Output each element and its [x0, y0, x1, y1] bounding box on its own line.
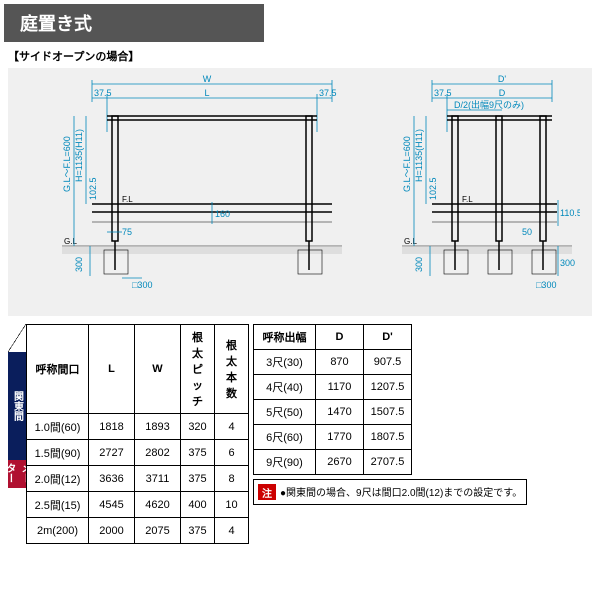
- svg-text:75: 75: [122, 227, 132, 237]
- subtitle: 【サイドオープンの場合】: [8, 48, 600, 64]
- svg-text:300: 300: [74, 257, 84, 272]
- side-label-header: [8, 324, 26, 352]
- svg-text:50: 50: [522, 227, 532, 237]
- td: 1770: [316, 425, 364, 450]
- td: 4620: [135, 492, 181, 518]
- td: 2.5間(15): [27, 492, 89, 518]
- svg-text:G.L～F.L=600: G.L～F.L=600: [402, 136, 412, 192]
- svg-text:160: 160: [215, 209, 230, 219]
- svg-text:G.L: G.L: [404, 237, 417, 246]
- td: 3636: [89, 466, 135, 492]
- side-label-kanto: 関東間: [8, 352, 26, 460]
- td: 320: [181, 414, 215, 440]
- td: 2707.5: [364, 450, 412, 475]
- note-box: 注 ●関東間の場合、9尺は間口2.0間(12)までの設定です。: [253, 479, 527, 505]
- td: 6尺(60): [254, 425, 316, 450]
- td: 3711: [135, 466, 181, 492]
- td: 1207.5: [364, 375, 412, 400]
- td: 5尺(50): [254, 400, 316, 425]
- svg-text:110.5: 110.5: [560, 208, 580, 218]
- td: 375: [181, 466, 215, 492]
- td: 10: [215, 492, 249, 518]
- svg-text:D: D: [499, 88, 506, 98]
- td: 2000: [89, 518, 135, 544]
- td: 1807.5: [364, 425, 412, 450]
- svg-text:□300: □300: [132, 280, 152, 290]
- svg-text:102.5: 102.5: [88, 177, 98, 200]
- td: 2670: [316, 450, 364, 475]
- td: 1.5間(90): [27, 440, 89, 466]
- svg-text:G.L～F.L=600: G.L～F.L=600: [62, 136, 72, 192]
- td: 6: [215, 440, 249, 466]
- svg-text:37.5: 37.5: [319, 88, 337, 98]
- td: 2m(200): [27, 518, 89, 544]
- svg-text:300: 300: [414, 257, 424, 272]
- svg-text:G.L: G.L: [64, 237, 77, 246]
- td: 1.0間(60): [27, 414, 89, 440]
- table-dimensions-depth: 呼称出幅 D D' 3尺(30)870907.5 4尺(40)11701207.5…: [253, 324, 412, 475]
- td: 400: [181, 492, 215, 518]
- th: W: [135, 325, 181, 414]
- td: 1170: [316, 375, 364, 400]
- th: 根太 本数: [215, 325, 249, 414]
- td: 375: [181, 440, 215, 466]
- th: 呼称出幅: [254, 325, 316, 350]
- th: D': [364, 325, 412, 350]
- td: 907.5: [364, 350, 412, 375]
- table-dimensions-width: 呼称間口 L W 根太 ピッチ 根太 本数 1.0間(60)1818189332…: [26, 324, 249, 544]
- svg-text:300: 300: [560, 258, 575, 268]
- th: D: [316, 325, 364, 350]
- td: 1893: [135, 414, 181, 440]
- svg-text:F.L: F.L: [122, 195, 133, 204]
- table2-wrap: 呼称出幅 D D' 3尺(30)870907.5 4尺(40)11701207.5…: [253, 324, 527, 544]
- td: 3尺(30): [254, 350, 316, 375]
- svg-text:W: W: [203, 74, 212, 84]
- svg-text:H=1135(H11): H=1135(H11): [414, 129, 424, 182]
- note-badge: 注: [258, 484, 276, 500]
- technical-diagram: W 37.5 L 37.5 160 F.L G.L G.L～F.L=600: [8, 68, 592, 316]
- svg-text:102.5: 102.5: [428, 177, 438, 200]
- table1-wrap: 関東間 メーター 呼称間口 L W 根太 ピッチ 根太 本数 1.0間(60)1…: [8, 324, 249, 544]
- td: 1818: [89, 414, 135, 440]
- svg-text:H=1135(H11): H=1135(H11): [74, 129, 84, 182]
- side-labels: 関東間 メーター: [8, 324, 26, 544]
- svg-text:F.L: F.L: [462, 195, 473, 204]
- td: 2.0間(12): [27, 466, 89, 492]
- td: 9尺(90): [254, 450, 316, 475]
- title-bar: 庭置き式: [4, 4, 264, 42]
- td: 4545: [89, 492, 135, 518]
- td: 375: [181, 518, 215, 544]
- td: 4: [215, 414, 249, 440]
- svg-text:37.5: 37.5: [94, 88, 112, 98]
- th: L: [89, 325, 135, 414]
- svg-text:D/2(出幅9尺のみ): D/2(出幅9尺のみ): [454, 99, 524, 110]
- td: 4尺(40): [254, 375, 316, 400]
- svg-text:L: L: [204, 88, 209, 98]
- th: 呼称間口: [27, 325, 89, 414]
- tables-row: 関東間 メーター 呼称間口 L W 根太 ピッチ 根太 本数 1.0間(60)1…: [8, 324, 592, 544]
- svg-text:D': D': [498, 74, 506, 84]
- svg-text:37.5: 37.5: [434, 88, 452, 98]
- td: 2802: [135, 440, 181, 466]
- td: 1470: [316, 400, 364, 425]
- td: 2727: [89, 440, 135, 466]
- td: 1507.5: [364, 400, 412, 425]
- td: 8: [215, 466, 249, 492]
- td: 870: [316, 350, 364, 375]
- td: 4: [215, 518, 249, 544]
- td: 2075: [135, 518, 181, 544]
- side-label-meter: メーター: [8, 460, 26, 488]
- th: 根太 ピッチ: [181, 325, 215, 414]
- svg-text:□300: □300: [536, 280, 556, 290]
- note-text: ●関東間の場合、9尺は間口2.0間(12)までの設定です。: [280, 484, 522, 500]
